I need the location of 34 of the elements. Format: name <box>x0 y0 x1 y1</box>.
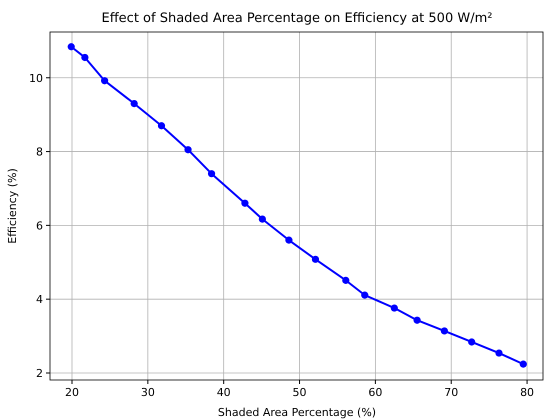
point <box>361 292 368 299</box>
x-tick-label: 60 <box>368 386 382 399</box>
x-tick-label: 30 <box>140 386 155 399</box>
point <box>342 276 350 284</box>
point <box>101 77 108 84</box>
point <box>440 327 448 335</box>
point <box>81 54 88 62</box>
point <box>413 316 421 324</box>
point <box>130 100 138 108</box>
point <box>495 349 503 357</box>
y-axis-title: Efficiency (%) <box>6 168 19 244</box>
point <box>258 216 266 223</box>
point <box>158 122 166 130</box>
point <box>285 236 293 244</box>
point <box>208 170 216 178</box>
y-tick-label: 6 <box>36 219 43 232</box>
point <box>241 200 249 207</box>
point <box>68 43 75 50</box>
y-tick-label: 8 <box>36 146 43 159</box>
y-tick-label: 4 <box>36 293 43 306</box>
y-tick-label: 2 <box>36 366 43 380</box>
point <box>468 338 476 346</box>
x-tick-label: 20 <box>64 386 79 399</box>
y-tick-label: 10 <box>29 72 43 85</box>
point <box>184 146 192 154</box>
point <box>520 360 527 368</box>
point <box>312 256 320 263</box>
x-axis-title: Shaded Area Percentage (%) <box>218 406 376 419</box>
chart-title: Effect of Shaded Area Percentage on Efficiency at 500 W/m² <box>102 11 492 26</box>
x-tick-label: 70 <box>444 386 458 399</box>
x-tick-label: 50 <box>292 386 307 399</box>
x-tick-label: 40 <box>216 386 231 399</box>
x-tick-label: 80 <box>520 386 534 399</box>
point <box>390 304 398 312</box>
